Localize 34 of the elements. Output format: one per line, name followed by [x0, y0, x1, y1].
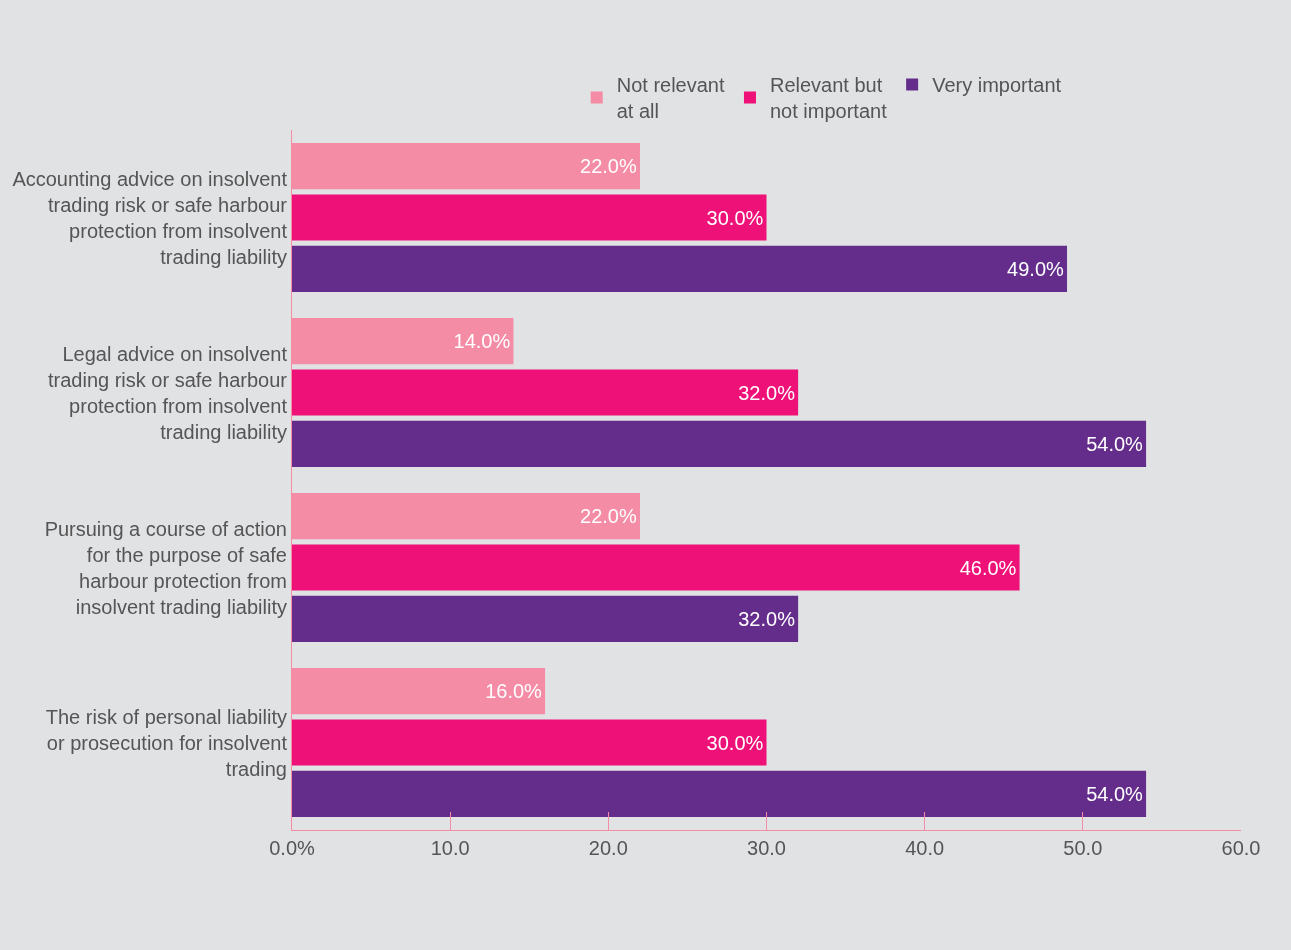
bar — [292, 245, 1068, 292]
data-label: 22.0% — [580, 505, 637, 528]
bar — [292, 770, 1147, 817]
x-tick-label: 20.0 — [588, 837, 628, 859]
bar — [292, 194, 767, 241]
data-label: 22.0% — [580, 155, 637, 178]
bar — [292, 595, 799, 642]
data-label: 16.0% — [485, 680, 543, 703]
bar — [292, 544, 1020, 591]
legend-label: Relevant but not important — [769, 74, 888, 123]
bar — [292, 369, 799, 416]
data-label: 30.0% — [706, 731, 764, 754]
data-label: 54.0% — [1086, 782, 1144, 805]
y-tick-label: Accounting advice on insolvent trading risk or safe harbour protection from insolvent trading liability — [12, 167, 288, 268]
x-tick-label: 0.0% — [269, 837, 316, 859]
y-tick-label: Pursuing a course of action for the purpose of safe harbour protection from insolvent trading liability — [44, 517, 287, 618]
bar — [292, 420, 1147, 467]
data-label: 30.0% — [706, 206, 764, 229]
x-tick-label: 60.0 — [1221, 837, 1261, 859]
y-tick-label: The risk of personal liability or prosecution for insolvent trading — [45, 705, 288, 780]
y-tick-label: Legal advice on insolvent trading risk or safe harbour protection from insolvent trading liability — [47, 342, 288, 443]
data-label: 54.0% — [1086, 432, 1144, 455]
x-tick-label: 10.0 — [430, 837, 470, 859]
x-tick-label: 40.0 — [905, 837, 945, 859]
bar — [292, 719, 767, 766]
x-tick-label: 30.0 — [747, 837, 786, 859]
data-label: 32.0% — [738, 607, 796, 630]
legend-label: Very important — [932, 74, 1062, 97]
x-tick-label: 50.0 — [1063, 837, 1103, 859]
legend-label: Not relevant at all — [616, 74, 725, 123]
data-label: 49.0% — [1007, 257, 1065, 280]
data-label: 14.0% — [453, 330, 511, 353]
data-label: 32.0% — [738, 381, 796, 404]
data-label: 46.0% — [959, 556, 1017, 579]
